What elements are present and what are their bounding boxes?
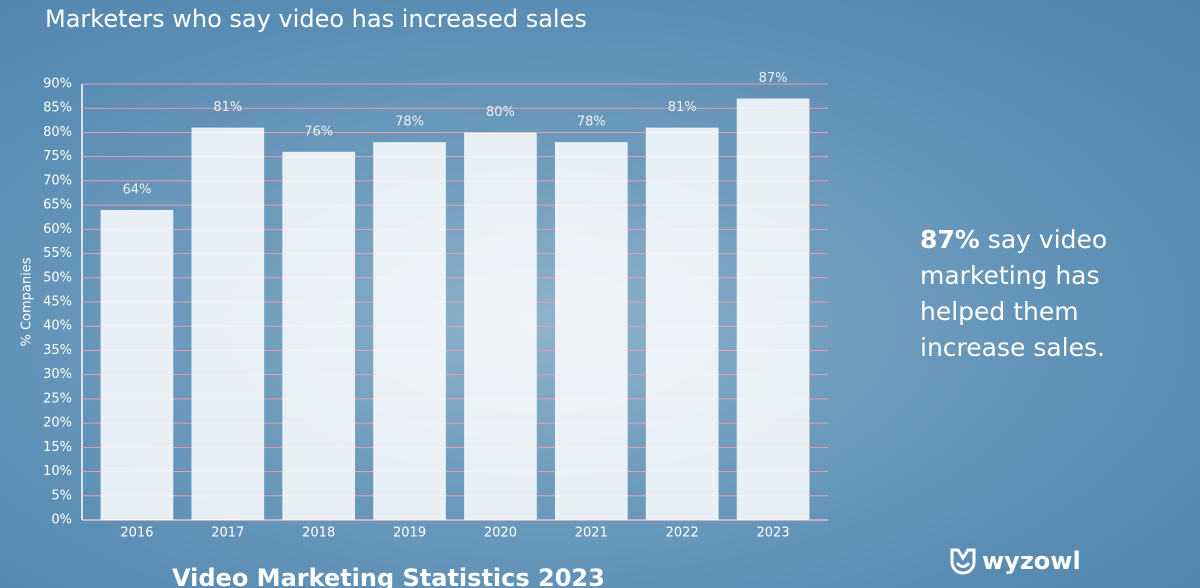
- bar: [554, 142, 628, 520]
- y-tick-label: 80%: [43, 125, 72, 140]
- logo-text: wyzowl: [982, 547, 1081, 575]
- bar: [645, 127, 719, 520]
- y-tick-label: 75%: [43, 149, 72, 164]
- y-tick-label: 10%: [43, 464, 72, 479]
- y-axis-label: % Companies: [20, 257, 35, 346]
- y-tick-label: 45%: [43, 295, 72, 310]
- bar: [464, 132, 537, 520]
- y-tick-label: 15%: [43, 440, 72, 455]
- y-tick-label: 0%: [51, 513, 72, 528]
- value-label: 81%: [668, 100, 697, 115]
- y-tick-label: 60%: [43, 222, 72, 237]
- callout-text: say video marketing has helped them incr…: [920, 225, 1108, 362]
- value-label: 64%: [122, 182, 151, 197]
- footer-title: Video Marketing Statistics 2023: [172, 564, 605, 588]
- value-label: 78%: [577, 115, 606, 130]
- value-label: 78%: [395, 115, 424, 130]
- y-tick-label: 5%: [51, 488, 72, 503]
- logo-icon: [950, 548, 976, 575]
- x-tick-label: 2020: [484, 526, 517, 541]
- callout: 87% say video marketing has helped them …: [920, 222, 1180, 366]
- y-tick-label: 70%: [43, 173, 72, 188]
- bar: [282, 151, 356, 521]
- bar: [100, 209, 174, 520]
- value-label: 76%: [304, 124, 333, 139]
- logo: wyzowl: [948, 546, 1081, 576]
- value-label: 80%: [486, 105, 515, 120]
- x-tick-label: 2016: [120, 526, 153, 541]
- y-tick-label: 20%: [43, 416, 72, 431]
- y-tick-label: 25%: [43, 391, 72, 406]
- chart-title: Marketers who say video has increased sa…: [45, 5, 587, 33]
- bar: [736, 98, 810, 521]
- y-tick-label: 40%: [43, 319, 72, 334]
- x-tick-label: 2018: [302, 526, 335, 541]
- x-tick-label: 2017: [211, 526, 244, 541]
- x-tick-label: 2021: [575, 526, 608, 541]
- bar: [191, 127, 265, 520]
- y-tick-label: 90%: [43, 77, 72, 92]
- y-tick-label: 30%: [43, 367, 72, 382]
- value-label: 87%: [759, 71, 788, 86]
- bar: [373, 142, 446, 520]
- y-tick-label: 50%: [43, 270, 72, 285]
- callout-highlight: 87%: [920, 225, 980, 254]
- y-tick-label: 65%: [43, 198, 72, 213]
- x-tick-label: 2023: [757, 526, 790, 541]
- y-tick-label: 35%: [43, 343, 72, 358]
- y-tick-label: 85%: [43, 101, 72, 116]
- x-tick-label: 2019: [393, 526, 426, 541]
- value-label: 81%: [213, 100, 242, 115]
- x-tick-label: 2022: [666, 526, 699, 541]
- y-tick-label: 55%: [43, 246, 72, 261]
